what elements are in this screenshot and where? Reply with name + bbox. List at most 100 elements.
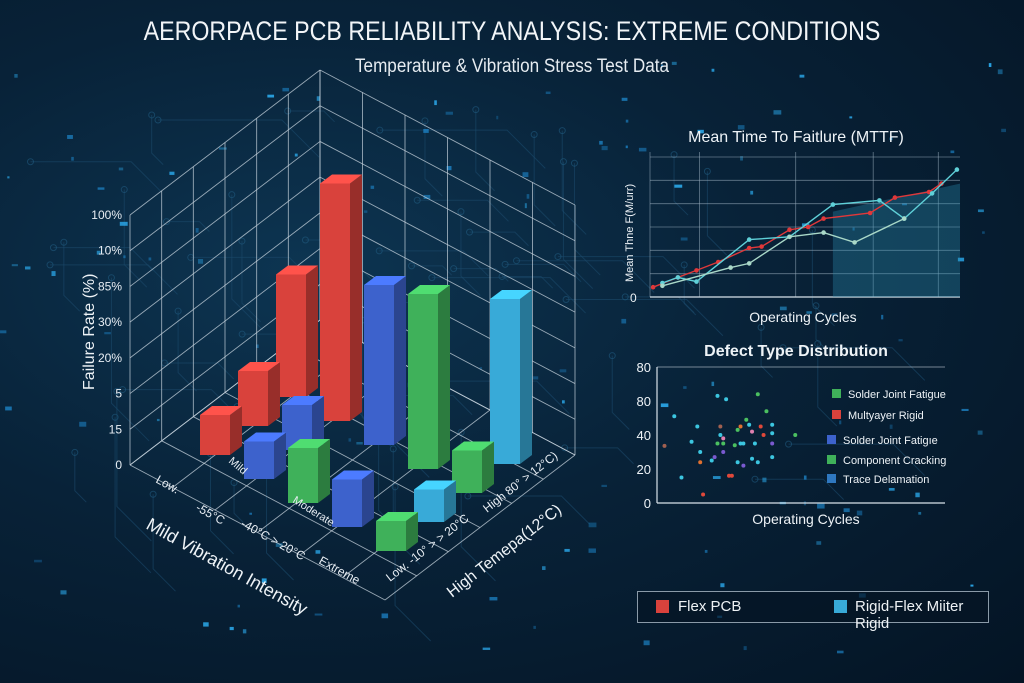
circuit-light — [96, 250, 101, 255]
line-x-axis-title: Operating Cycles — [749, 309, 856, 325]
legend-label-rigid-flex: Rigid-Flex Miiter Rigid — [855, 598, 964, 632]
circuit-light — [836, 650, 844, 654]
line-point — [929, 191, 935, 196]
circuit-light — [11, 264, 18, 267]
circuit-light — [434, 100, 437, 106]
circuit-light — [533, 625, 536, 629]
circuit-trace — [754, 478, 845, 501]
circuit-light — [275, 543, 283, 547]
circuit-light — [680, 237, 688, 241]
scatter-y-tick: 0 — [644, 496, 651, 511]
scatter-point — [750, 456, 755, 461]
scatter-legend-label: Multyayer Rigid — [848, 410, 924, 422]
circuit-trace — [516, 260, 655, 293]
scatter-x-axis-title: Operating Cycles — [752, 511, 859, 527]
scatter-point — [689, 439, 694, 444]
circuit-light — [237, 604, 240, 608]
circuit-pad — [174, 307, 182, 315]
circuit-trace — [424, 120, 443, 197]
circuit-light — [997, 69, 1003, 75]
circuit-trace — [411, 265, 453, 276]
bar-front-face — [490, 299, 520, 464]
scatter-point — [715, 393, 720, 398]
bar-side-face — [230, 406, 242, 455]
circuit-pad — [149, 490, 157, 498]
scatter-y-tick: 20 — [637, 462, 651, 477]
scatter-point — [770, 441, 775, 446]
circuit-light — [831, 313, 838, 317]
circuit-light — [970, 584, 974, 587]
circuit-light — [803, 475, 807, 480]
bar-top-face — [490, 290, 532, 299]
circuit-pad — [751, 475, 759, 483]
scatter-point — [718, 433, 723, 437]
circuit-light — [542, 566, 546, 570]
circuit-pad — [408, 262, 416, 270]
circuit-pad — [228, 191, 236, 199]
scatter-legend-label: Component Cracking — [843, 455, 946, 467]
circuit-light — [588, 548, 596, 553]
scatter-point — [727, 473, 731, 478]
circuit-light — [660, 403, 669, 408]
circuit-light — [889, 137, 893, 141]
bar-front-face — [238, 371, 268, 426]
circuit-pad — [785, 440, 793, 448]
circuit-pad — [421, 117, 429, 125]
bar-front-face — [408, 294, 438, 469]
scatter-y-tick: 80 — [637, 394, 651, 409]
line-chart-title: Mean Time To Faitlure (MTTF) — [688, 129, 904, 146]
legend-swatch-flex-pcb — [656, 600, 669, 613]
bar-green — [452, 441, 494, 493]
circuit-light — [737, 125, 745, 130]
circuit-pad — [238, 237, 246, 245]
circuit-light — [889, 424, 893, 429]
circuit-trace — [379, 250, 489, 277]
scatter-point — [721, 450, 726, 454]
circuit-trace — [815, 305, 827, 350]
circuit-pad — [120, 186, 128, 194]
bar-side-face — [312, 396, 324, 450]
scatter-point — [735, 427, 740, 432]
bar-red — [276, 265, 318, 397]
circuit-pad — [680, 261, 688, 269]
scatter-point — [744, 417, 749, 422]
circuit-light — [249, 512, 253, 515]
circuit-light — [888, 487, 895, 491]
circuit-light — [601, 484, 607, 488]
line-point — [954, 167, 960, 172]
circuit-light — [982, 231, 985, 234]
circuit-light — [625, 145, 628, 149]
circuit-light — [423, 194, 431, 200]
bar-front-face — [276, 274, 306, 397]
bar-red — [238, 362, 280, 426]
circuit-light — [522, 172, 529, 178]
circuit-light — [79, 421, 87, 427]
line-y-axis-title: Mean Thne F(M/urr) — [624, 184, 636, 282]
circuit-pad — [814, 340, 822, 348]
bar-side-face — [406, 512, 418, 551]
line-chart-series — [650, 167, 960, 290]
circuit-pad — [148, 111, 156, 119]
scatter-legend-label: Solder Joint Fatigıe — [843, 435, 938, 447]
circuit-trace — [783, 347, 926, 381]
circuit-light — [34, 559, 42, 563]
bar-green — [408, 285, 450, 469]
circuit-trace — [151, 114, 164, 165]
circuit-pad — [413, 196, 421, 204]
bar-red — [200, 406, 242, 455]
line-point — [694, 279, 699, 284]
circuit-light — [915, 492, 920, 498]
line-point — [867, 210, 873, 216]
circuit-light — [148, 257, 152, 261]
line-point — [675, 275, 681, 280]
circuit-light — [660, 64, 664, 68]
circuit-light — [545, 91, 551, 95]
circuit-light — [918, 511, 922, 515]
circuit-light — [526, 194, 530, 199]
line-point — [830, 202, 836, 207]
circuit-light — [1001, 128, 1007, 133]
circuit-trace — [233, 482, 244, 523]
circuit-light — [839, 420, 842, 425]
z-tick-label: 15 — [109, 422, 123, 436]
